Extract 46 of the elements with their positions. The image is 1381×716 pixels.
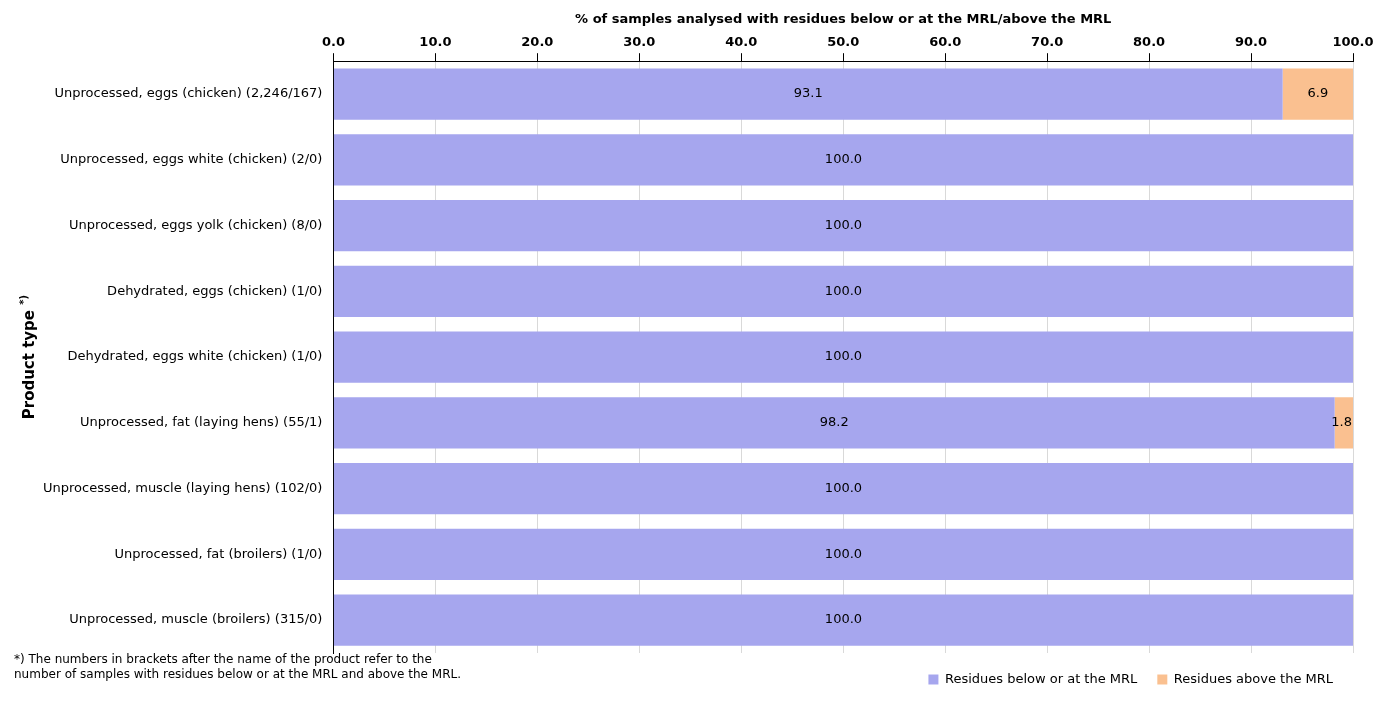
bar (333, 265, 1353, 317)
bar (333, 134, 1353, 186)
x-tick-label: 90.0 (1235, 33, 1268, 49)
data-label: 100.0 (824, 151, 863, 167)
x-tick-label: 30.0 (623, 33, 656, 49)
data-label: 6.9 (1307, 85, 1329, 101)
y-tick-label: Unprocessed, eggs yolk (chicken) (8/0) (69, 216, 323, 232)
annotation: *) The numbers in brackets after the name of the product refer to the number of samples with residues below or at the MRL and above the MRL. (14, 652, 462, 682)
y-tick-label: Unprocessed, fat (broilers) (1/0) (114, 545, 323, 561)
x-tick-label: 60.0 (929, 33, 962, 49)
x-tick-label: 0.0 (321, 33, 345, 49)
x-tick-label: 20.0 (521, 33, 554, 49)
bar (1282, 68, 1353, 120)
y-tick-label: Unprocessed, muscle (broilers) (315/0) (69, 611, 323, 627)
bar (333, 68, 1283, 120)
data-label: 98.2 (819, 414, 849, 430)
data-label: 100.0 (824, 545, 863, 561)
x-tick-label: 10.0 (419, 33, 452, 49)
data-label: 100.0 (824, 348, 863, 364)
bar (333, 528, 1353, 581)
y-tick-label: Unprocessed, fat (laying hens) (55/1) (80, 414, 323, 430)
y-tick-label: Dehydrated, eggs (chicken) (1/0) (107, 282, 323, 298)
y-tick-label: Unprocessed, muscle (laying hens) (102/0) (42, 479, 323, 495)
data-label: 1.8 (1331, 414, 1353, 430)
x-tick-label: 70.0 (1031, 33, 1064, 49)
bar (333, 331, 1353, 383)
y-tick-label: Dehydrated, eggs white (chicken) (1/0) (67, 348, 323, 364)
y-axis-title: Product type *) (17, 294, 38, 420)
x-tick-label: 80.0 (1133, 33, 1166, 49)
data-label: 100.0 (824, 216, 863, 232)
bar (1334, 397, 1353, 449)
legend-label: Residues below or at the MRL (944, 670, 1139, 686)
legend-label: Residues above the MRL (1173, 670, 1334, 686)
data-label: 100.0 (824, 282, 863, 298)
x-tick-label: 100.0 (1332, 33, 1374, 49)
data-label: 93.1 (793, 85, 823, 101)
x-tick-label: 40.0 (725, 33, 758, 49)
y-tick-label: Unprocessed, eggs (chicken) (2,246/167) (54, 85, 323, 101)
data-label: 100.0 (824, 611, 863, 627)
bar (333, 199, 1353, 252)
x-axis-title: % of samples analysed with residues below or at the MRL/above the MRL (575, 11, 1112, 27)
data-label: 100.0 (824, 479, 863, 495)
y-tick-label: Unprocessed, eggs white (chicken) (2/0) (60, 151, 323, 167)
bar (333, 462, 1353, 515)
bar (333, 594, 1353, 646)
x-tick-label: 50.0 (827, 33, 860, 49)
